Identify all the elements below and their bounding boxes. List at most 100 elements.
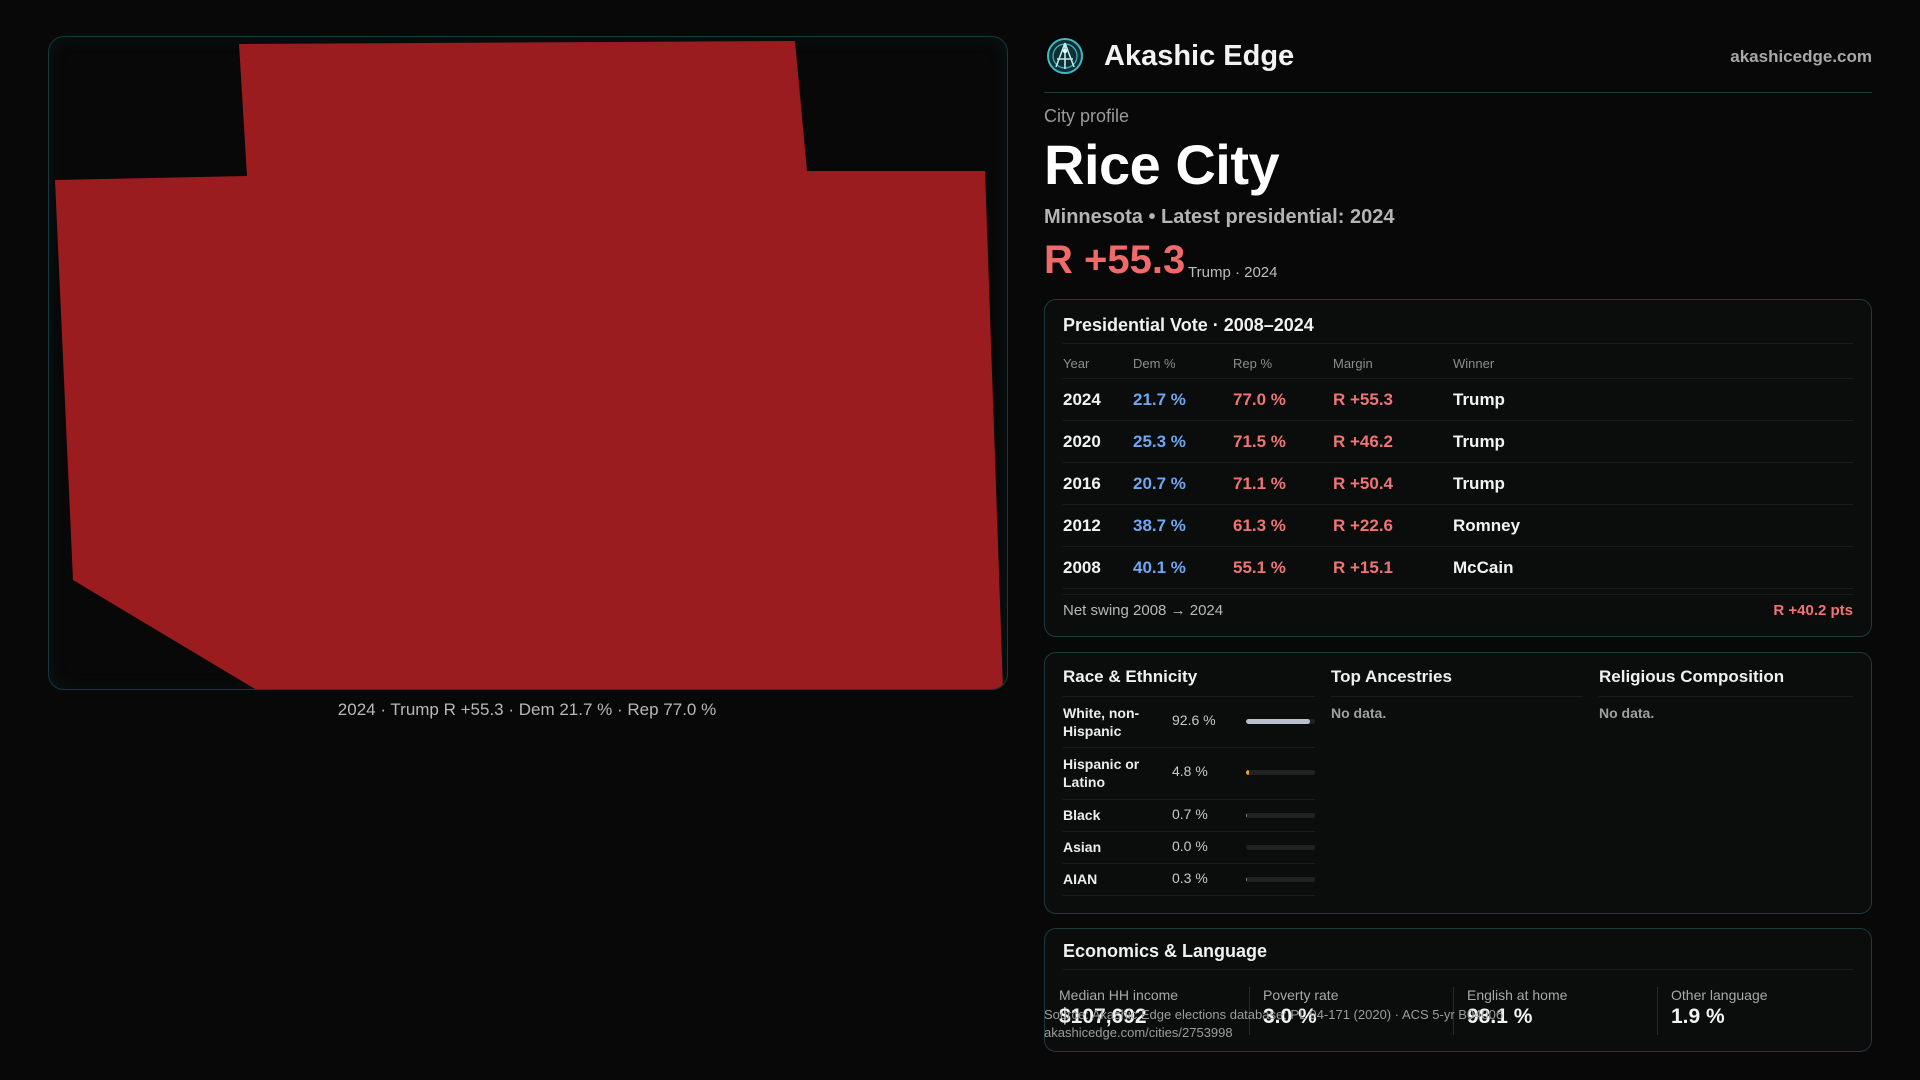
column-header: Dem % bbox=[1133, 348, 1233, 379]
winner-cell: Trump bbox=[1453, 378, 1853, 421]
winner-cell: McCain bbox=[1453, 546, 1853, 589]
divider bbox=[1249, 987, 1250, 1035]
table-row: 2008 40.1 % 55.1 % R +15.1 McCain bbox=[1063, 546, 1853, 589]
net-swing-value: R +40.2 pts bbox=[1773, 602, 1853, 619]
empty-state: No data. bbox=[1331, 705, 1387, 721]
page-eyebrow: City profile bbox=[1044, 106, 1130, 126]
demographics-card: Race & Ethnicity White, non-Hispanic 92.… bbox=[1044, 652, 1872, 914]
net-swing-label: Net swing 2008 → 2024 bbox=[1063, 602, 1224, 619]
race-label: White, non-Hispanic bbox=[1063, 705, 1140, 739]
stat-other-language: Other language 1.9 % bbox=[1657, 987, 1857, 1035]
stat-label: Median HH income bbox=[1059, 987, 1179, 1003]
margin-cell: R +50.4 bbox=[1333, 462, 1453, 505]
year-cell: 2016 bbox=[1063, 462, 1133, 505]
latest-margin-note: Trump · 2024 bbox=[1188, 264, 1278, 281]
stat-value: 1.9 % bbox=[1671, 1005, 1725, 1028]
map-caption: 2024 · Trump R +55.3 · Dem 21.7 % · Rep … bbox=[337, 700, 717, 719]
rep-cell: 55.1 % bbox=[1233, 546, 1333, 589]
city-map[interactable] bbox=[48, 36, 1008, 690]
table-row: 2024 21.7 % 77.0 % R +55.3 Trump bbox=[1063, 378, 1853, 421]
table-header-row: Year Dem % Rep % Margin Winner bbox=[1063, 348, 1853, 379]
margin-cell: R +15.1 bbox=[1333, 546, 1453, 589]
presidential-vote-table: Year Dem % Rep % Margin Winner 2024 21.7… bbox=[1063, 348, 1853, 589]
stat-label: Poverty rate bbox=[1263, 987, 1339, 1003]
city-boundary-shape bbox=[55, 41, 1003, 689]
stat-median-income: Median HH income $107,692 bbox=[1045, 987, 1245, 1035]
race-bar-track bbox=[1246, 770, 1315, 775]
race-percent: 0.0 % bbox=[1172, 838, 1208, 854]
race-bar-track bbox=[1246, 813, 1315, 818]
winner-cell: Trump bbox=[1453, 462, 1853, 505]
divider bbox=[1599, 696, 1853, 697]
religious-composition-section: Religious Composition No data. bbox=[1599, 667, 1853, 721]
race-percent: 92.6 % bbox=[1172, 712, 1216, 728]
divider bbox=[1063, 969, 1853, 970]
column-header: Winner bbox=[1453, 348, 1853, 379]
city-boundary-map bbox=[55, 41, 1003, 689]
source-text: Source: Akashic Edge elections database;… bbox=[1044, 1007, 1504, 1022]
column-header: Rep % bbox=[1233, 348, 1333, 379]
race-row: AIAN 0.3 % bbox=[1063, 864, 1315, 896]
stat-value: 3.0 % bbox=[1263, 1005, 1317, 1028]
dem-cell: 20.7 % bbox=[1133, 462, 1233, 505]
source-note: Source: Akashic Edge elections database;… bbox=[1044, 1006, 1503, 1042]
rep-cell: 61.3 % bbox=[1233, 504, 1333, 547]
dem-cell: 40.1 % bbox=[1133, 546, 1233, 589]
site-link[interactable]: akashicedge.com bbox=[1730, 47, 1872, 66]
divider bbox=[1453, 987, 1454, 1035]
race-ethnicity-section: Race & Ethnicity White, non-Hispanic 92.… bbox=[1063, 667, 1315, 896]
race-row: Black 0.7 % bbox=[1063, 800, 1315, 832]
race-label: AIAN bbox=[1063, 871, 1098, 887]
latest-margin: R +55.3 bbox=[1044, 238, 1186, 282]
brand-name[interactable]: Akashic Edge bbox=[1104, 40, 1295, 72]
economics-language-card: Economics & Language Median HH income $1… bbox=[1044, 928, 1872, 1052]
section-title: Top Ancestries bbox=[1331, 667, 1452, 686]
race-row: Asian 0.0 % bbox=[1063, 832, 1315, 864]
year-cell: 2024 bbox=[1063, 378, 1133, 421]
presidential-vote-card: Presidential Vote · 2008–2024 Year Dem %… bbox=[1044, 299, 1872, 637]
stat-english-at-home: English at home 98.1 % bbox=[1453, 987, 1653, 1035]
race-row: White, non-Hispanic 92.6 % bbox=[1063, 697, 1315, 748]
stat-poverty-rate: Poverty rate 3.0 % bbox=[1249, 987, 1449, 1035]
rep-cell: 71.1 % bbox=[1233, 462, 1333, 505]
column-header: Year bbox=[1063, 348, 1133, 379]
race-row: Hispanic or Latino 4.8 % bbox=[1063, 748, 1315, 800]
race-label: Asian bbox=[1063, 839, 1102, 855]
globe-network-icon[interactable] bbox=[1046, 37, 1084, 75]
race-bar-track bbox=[1246, 845, 1315, 850]
margin-cell: R +46.2 bbox=[1333, 420, 1453, 463]
page-subtitle: Minnesota • Latest presidential: 2024 bbox=[1044, 206, 1395, 228]
site-header: Akashic Edge akashicedge.com bbox=[1044, 36, 1872, 93]
margin-cell: R +55.3 bbox=[1333, 378, 1453, 421]
race-bar-track bbox=[1246, 719, 1315, 724]
race-percent: 0.7 % bbox=[1172, 806, 1208, 822]
dem-cell: 21.7 % bbox=[1133, 378, 1233, 421]
table-row: 2016 20.7 % 71.1 % R +50.4 Trump bbox=[1063, 462, 1853, 505]
race-label: Hispanic or Latino bbox=[1063, 756, 1140, 790]
stat-label: English at home bbox=[1467, 987, 1568, 1003]
divider bbox=[1331, 696, 1583, 697]
year-cell: 2008 bbox=[1063, 546, 1133, 589]
race-bar-fill bbox=[1246, 719, 1310, 724]
divider bbox=[1063, 343, 1853, 344]
dem-cell: 38.7 % bbox=[1133, 504, 1233, 547]
year-cell: 2020 bbox=[1063, 420, 1133, 463]
card-title: Economics & Language bbox=[1063, 941, 1268, 961]
rep-cell: 71.5 % bbox=[1233, 420, 1333, 463]
winner-cell: Trump bbox=[1453, 420, 1853, 463]
stat-value: 98.1 % bbox=[1467, 1005, 1533, 1028]
stat-value: $107,692 bbox=[1059, 1005, 1147, 1028]
race-bar-fill bbox=[1246, 770, 1250, 775]
divider bbox=[1063, 696, 1315, 697]
source-url[interactable]: akashicedge.com/cities/2753998 bbox=[1044, 1025, 1233, 1040]
page-title: Rice City bbox=[1044, 133, 1280, 196]
top-ancestries-section: Top Ancestries No data. bbox=[1331, 667, 1583, 721]
empty-state: No data. bbox=[1599, 705, 1655, 721]
section-title: Religious Composition bbox=[1599, 667, 1785, 686]
dem-cell: 25.3 % bbox=[1133, 420, 1233, 463]
winner-cell: Romney bbox=[1453, 504, 1853, 547]
divider bbox=[1657, 987, 1658, 1035]
section-title: Race & Ethnicity bbox=[1063, 667, 1198, 686]
race-percent: 4.8 % bbox=[1172, 763, 1208, 779]
table-row: 2012 38.7 % 61.3 % R +22.6 Romney bbox=[1063, 504, 1853, 547]
